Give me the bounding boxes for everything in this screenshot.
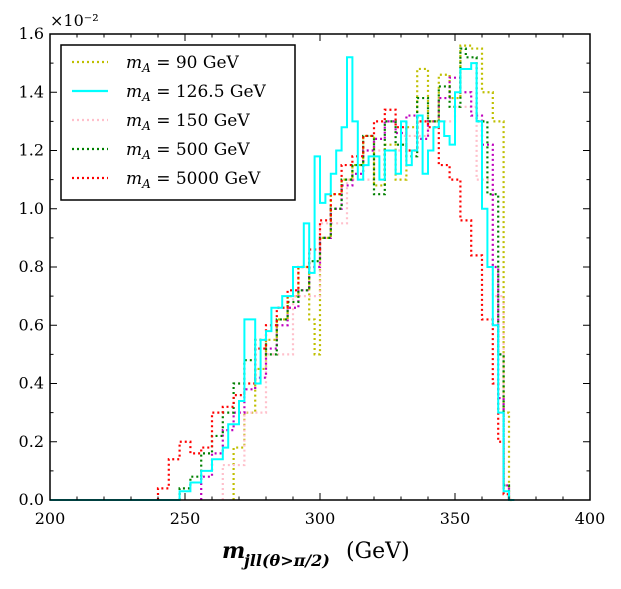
x-tick-label: 250	[170, 509, 201, 528]
series-line-4	[156, 108, 511, 500]
y-tick-label: 1.0	[19, 199, 44, 218]
legend-label-2: mA = 150 GeV	[126, 111, 250, 133]
y-multiplier-label: ×10⁻²	[50, 11, 99, 30]
y-tick-label: 1.6	[19, 24, 44, 43]
legend: mA = 90 GeV mA = 126.5 GeV mA = 150 GeV mA …	[60, 44, 296, 201]
legend-label-1: mA = 126.5 GeV	[126, 82, 267, 104]
x-tick-label: 300	[305, 509, 336, 528]
x-tick-label: 200	[35, 509, 66, 528]
series-layer	[50, 44, 515, 502]
x-tick-label: 350	[440, 509, 471, 528]
y-tick-label: 0.2	[19, 432, 44, 451]
y-tick-label: 1.4	[19, 82, 44, 101]
y-tick-label: 0.8	[19, 257, 44, 276]
y-tick-label: 0.0	[19, 490, 44, 509]
legend-box	[60, 44, 296, 201]
x-axis-label-subscript: jll(θ>π/2)	[241, 551, 330, 570]
y-tick-label: 1.2	[19, 141, 44, 160]
y-tick-label: 0.6	[19, 315, 44, 334]
series-line-1	[50, 56, 515, 501]
x-axis-label-unit: (GeV)	[346, 539, 410, 564]
x-tick-label: 400	[575, 509, 606, 528]
ticks-layer: 200 250 300 350 400 0.0 0.2 0.4 0.6 0.8 1.0 1.2 1.4 1…	[19, 24, 606, 528]
legend-label-0: mA = 90 GeV	[126, 53, 240, 75]
series-line-5	[200, 76, 511, 500]
y-tick-label: 0.4	[19, 374, 44, 393]
legend-label-4: mA = 5000 GeV	[126, 169, 261, 191]
x-axis-label: m jll(θ>π/2) (GeV)	[222, 538, 410, 570]
series-line-3	[178, 47, 511, 500]
x-axis-label-main: m	[222, 538, 245, 564]
legend-label-3: mA = 500 GeV	[126, 140, 250, 162]
